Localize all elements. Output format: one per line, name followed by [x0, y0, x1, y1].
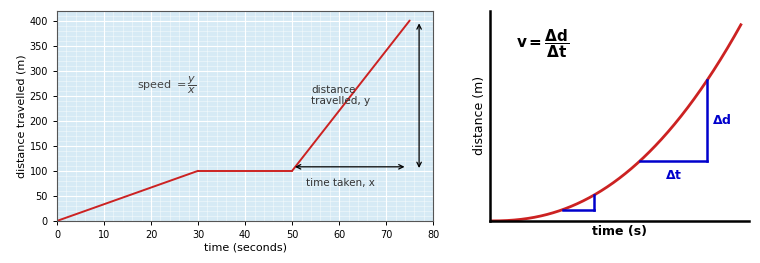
- Text: $\mathbf{\Delta d}$: $\mathbf{\Delta d}$: [712, 113, 732, 127]
- Y-axis label: distance (m): distance (m): [473, 76, 486, 155]
- X-axis label: time (s): time (s): [592, 225, 647, 238]
- X-axis label: time (seconds): time (seconds): [204, 243, 287, 253]
- Text: $\mathbf{v = \dfrac{\Delta d}{\Delta t}}$: $\mathbf{v = \dfrac{\Delta d}{\Delta t}}…: [516, 27, 569, 60]
- Text: $\mathbf{\Delta t}$: $\mathbf{\Delta t}$: [665, 169, 682, 182]
- Text: speed $= \dfrac{y}{x}$: speed $= \dfrac{y}{x}$: [137, 75, 196, 97]
- Text: distance
travelled, y: distance travelled, y: [311, 85, 370, 107]
- Y-axis label: distance travelled (m): distance travelled (m): [17, 54, 27, 178]
- Text: time taken, x: time taken, x: [306, 178, 375, 188]
